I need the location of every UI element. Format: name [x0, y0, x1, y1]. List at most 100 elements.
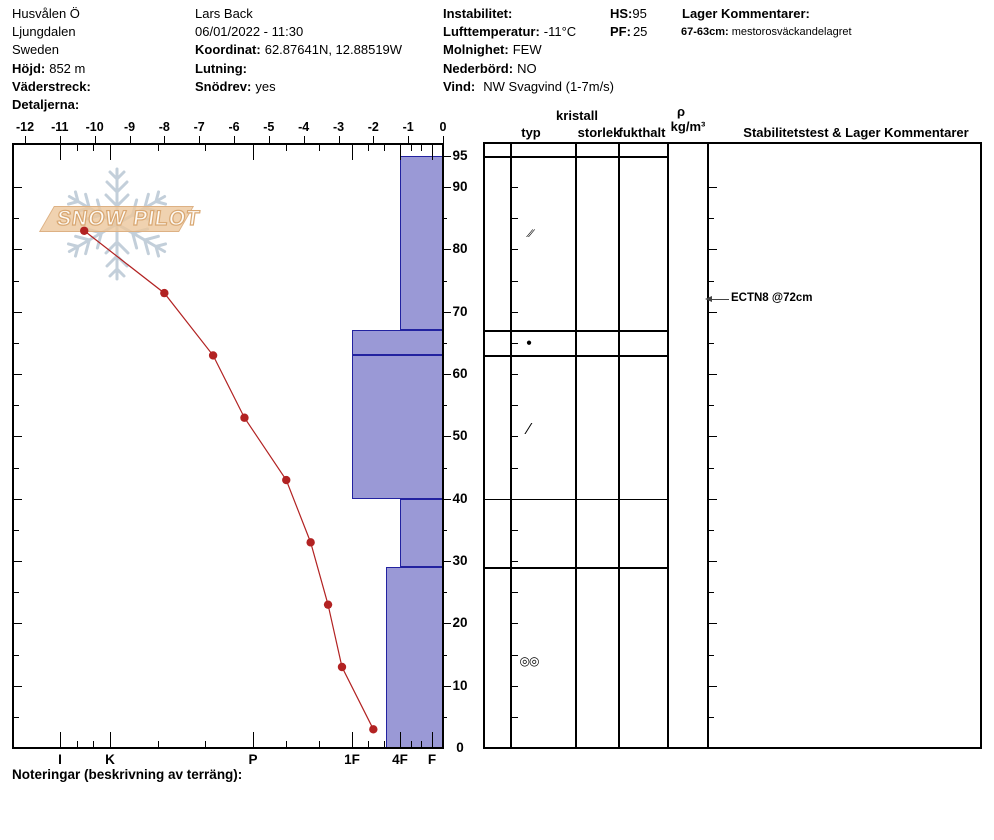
typ-column-tick [511, 218, 518, 220]
temp-axis-tick [408, 136, 410, 143]
table-border-top [483, 142, 982, 144]
depth-tick-right [443, 280, 447, 282]
typ-column-tick [511, 436, 518, 438]
depth-tick-left [14, 467, 19, 469]
depth-tick-right [443, 249, 451, 251]
details-row: Detaljerna: [12, 97, 80, 113]
depth-tick-left [14, 592, 19, 594]
site-region: Ljungdalen [12, 24, 76, 40]
depth-tick-right [443, 156, 451, 157]
typ-column-tick [511, 249, 518, 251]
table-column-line [667, 142, 669, 748]
depth-tick-right [443, 187, 451, 189]
hardness-tick-bottom [286, 741, 287, 747]
depth-tick-left [14, 529, 19, 531]
hardness-axis-label: P [248, 752, 258, 767]
depth-axis-label: 90 [452, 179, 468, 195]
pf-row: PF: 25 [610, 24, 648, 40]
depth-tick-right [443, 685, 451, 687]
depth-tick-left [14, 311, 22, 313]
stability-column-tick [708, 342, 714, 344]
hardness-tick-bottom [384, 741, 385, 747]
decomposing-fragments-icon: ⁄⁄ [527, 227, 534, 240]
hardness-tick-top [410, 145, 412, 151]
table-border-right [980, 142, 982, 748]
temperature-point [282, 475, 291, 485]
hs-row: HS:95 [610, 6, 647, 21]
depth-tick-left [14, 654, 19, 656]
layer-boundary-line [483, 355, 667, 357]
notes-label: Noteringar (beskrivning av terräng): [12, 767, 243, 782]
snowflake-icon [62, 167, 172, 281]
typ-column-tick [511, 498, 518, 500]
hardness-tick-top [253, 145, 254, 160]
table-column-line [575, 142, 577, 748]
hardness-tick-top [368, 145, 369, 151]
aspect-row: Väderstreck: [12, 78, 91, 94]
temperature-point [369, 725, 378, 734]
header-observer: Lars Back 06/01/2022 - 11:30 Koordinat: 6… [195, 5, 402, 96]
depth-tick-left [14, 280, 19, 282]
typ-column-tick [511, 716, 518, 718]
temperature-point [160, 288, 169, 298]
temp-axis-tick [234, 136, 235, 143]
temperature-point [337, 662, 347, 672]
hardness-tick-top [286, 145, 287, 151]
temp-axis-label: -9 [123, 120, 136, 134]
hardness-axis-label: 4F [392, 752, 408, 767]
depth-axis-label: 40 [452, 490, 468, 506]
depth-tick-right [443, 498, 451, 500]
depth-tick-right [443, 405, 447, 407]
depth-tick-left [14, 685, 22, 687]
temperature-line [83, 230, 374, 730]
depth-axis-label: 80 [452, 241, 468, 257]
stability-column-tick [708, 529, 714, 531]
depth-tick-right [443, 467, 447, 469]
temperature-point [323, 600, 333, 609]
typ-column-tick [511, 405, 518, 407]
observer-name: Lars Back [195, 6, 253, 21]
temp-axis-label: -10 [85, 120, 104, 134]
temp-axis-tick [199, 136, 201, 143]
depth-axis-label: 10 [452, 677, 468, 693]
depth-tick-left [14, 561, 22, 563]
header-conditions: Instabilitet: Lufttemperatur: -11°C Molni… [443, 5, 614, 96]
depth-tick-left [14, 187, 22, 189]
table-header-typ: typ [521, 125, 541, 140]
hardness-tick-top [352, 145, 353, 160]
depth-tick-right [443, 311, 451, 313]
depth-tick-left [14, 623, 22, 625]
depth-axis-label: 30 [452, 553, 468, 569]
annotation-arrow-line [711, 298, 729, 300]
temp-axis-label: -5 [263, 120, 275, 134]
typ-column-tick [511, 623, 518, 625]
elevation-row: Höjd: 852 m [12, 60, 86, 76]
temp-axis-label: -8 [158, 120, 170, 134]
depth-tick-right [443, 561, 451, 563]
stability-column-tick [708, 374, 717, 376]
table-header-rho_unit: kg/m³ [670, 119, 706, 134]
site-country: Sweden [12, 42, 59, 58]
hardness-tick-bottom [421, 741, 423, 747]
typ-column-tick [511, 561, 518, 563]
temp-axis-label: -1 [402, 120, 414, 134]
stability-column-tick [708, 623, 717, 625]
chart-border-left [12, 143, 14, 748]
table-column-line [618, 142, 620, 748]
table-header-fukthalt: fukthalt [618, 125, 666, 140]
depth-axis-label: 60 [452, 366, 468, 382]
hardness-tick-bottom [319, 741, 320, 747]
hardness-axis-label: F [427, 752, 437, 767]
instability-row: Instabilitet: [443, 6, 513, 21]
hardness-tick-top [157, 145, 159, 151]
logo-text: SNOW PILOT [55, 206, 202, 230]
table-border-left [483, 142, 485, 748]
typ-column-tick [511, 187, 518, 189]
temp-axis-tick [303, 136, 305, 143]
wind-row: Vind: NW Svagvind (1-7m/s) [443, 78, 615, 94]
stability-column-tick [708, 592, 714, 594]
hardness-tick-bottom [157, 741, 159, 747]
layer-comment-entry: 67-63cm: mestorosväckandelagret [681, 26, 852, 39]
table-column-line [707, 142, 709, 748]
layer-comments-title: Lager Kommentarer: [682, 6, 810, 21]
